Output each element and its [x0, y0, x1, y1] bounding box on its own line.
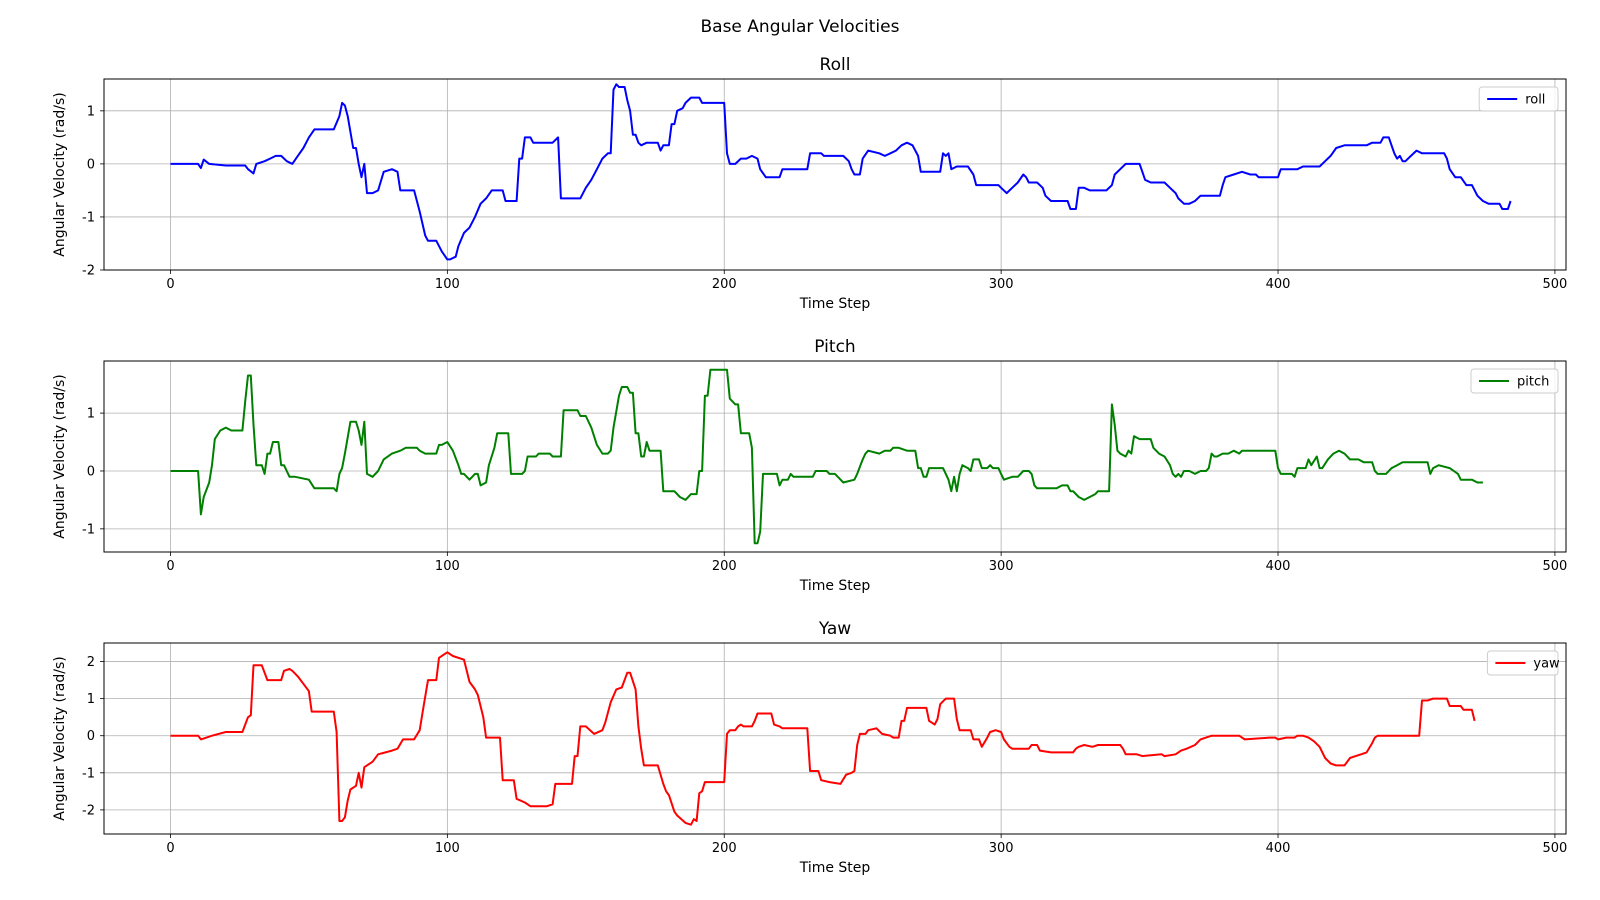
chart-2-ytick-label-3: 1 [87, 692, 95, 707]
chart-1-xtick-label-1: 100 [435, 559, 460, 574]
chart-0-xtick-label-1: 100 [435, 277, 460, 292]
chart-1-ytick-label-1: 0 [87, 464, 95, 479]
chart-1-plot-frame [103, 360, 1567, 553]
chart-0-xtick-label-0: 0 [166, 277, 174, 292]
chart-0-ytick-label-2: 0 [87, 157, 95, 172]
chart-0-xtick-label-5: 500 [1543, 277, 1568, 292]
chart-2-xtick-label-4: 400 [1266, 841, 1291, 856]
chart-2-legend-label: yaw [1533, 657, 1560, 672]
chart-1-ytick-label-2: 1 [87, 407, 95, 422]
yaw-subplot: 0 100 200 300 400 500 -2 -1 0 1 2 Yaw Time Step Angul… [52, 619, 1567, 876]
chart-0-title: Roll [820, 55, 851, 75]
chart-2-xtick-label-1: 100 [435, 841, 460, 856]
chart-0-ylabel: Angular Velocity (rad/s) [52, 92, 68, 256]
chart-1-legend-label: pitch [1517, 375, 1549, 390]
chart-2-series-yaw-line [170, 651, 1476, 826]
roll-subplot: 0 100 200 300 400 500 -2 -1 0 1 Roll Time Step Angul… [52, 55, 1567, 312]
figure-title: Base Angular Velocities [701, 17, 900, 37]
chart-1-xtick-label-3: 300 [989, 559, 1014, 574]
chart-1-xlabel: Time Step [799, 578, 871, 594]
chart-1-xtick-label-4: 400 [1266, 559, 1291, 574]
chart-2-ytick-label-2: 0 [87, 729, 95, 744]
chart-1-xtick-label-2: 200 [712, 559, 737, 574]
pitch-subplot: 0 100 200 300 400 500 -1 0 1 Pitch Time Step Angula… [52, 337, 1567, 594]
chart-2-xtick-label-0: 0 [166, 841, 174, 856]
chart-1-xtick-label-5: 500 [1543, 559, 1568, 574]
chart-2-xtick-label-2: 200 [712, 841, 737, 856]
chart-2-ylabel: Angular Velocity (rad/s) [52, 656, 68, 820]
chart-0-plot-frame [103, 78, 1567, 271]
chart-0-xtick-label-2: 200 [712, 277, 737, 292]
chart-2-xtick-label-5: 500 [1543, 841, 1568, 856]
chart-1-legend [1470, 368, 1559, 394]
chart-0-xlabel: Time Step [799, 296, 871, 312]
chart-2-ytick-label-0: -2 [82, 803, 95, 818]
chart-2-plot-frame [103, 642, 1567, 835]
chart-2-ytick-label-1: -1 [82, 766, 95, 781]
chart-0-ytick-label-0: -2 [82, 264, 95, 279]
chart-2-xtick-label-3: 300 [989, 841, 1014, 856]
chart-1-title: Pitch [814, 337, 855, 357]
chart-0-xtick-label-3: 300 [989, 277, 1014, 292]
chart-0-xtick-label-4: 400 [1266, 277, 1291, 292]
chart-0-ytick-label-3: 1 [87, 104, 95, 119]
chart-1-ylabel: Angular Velocity (rad/s) [52, 374, 68, 538]
chart-0-ytick-label-1: -1 [82, 210, 95, 225]
chart-0-legend-label: roll [1525, 93, 1545, 108]
chart-1-xtick-label-0: 0 [166, 559, 174, 574]
chart-2-xlabel: Time Step [799, 860, 871, 876]
chart-0-legend [1478, 86, 1559, 112]
chart-2-ytick-label-4: 2 [87, 655, 95, 670]
chart-1-ytick-label-0: -1 [82, 522, 95, 537]
chart-0-series-roll-line [170, 83, 1512, 261]
chart-2-title: Yaw [818, 619, 851, 639]
chart-1-series-pitch-line [170, 368, 1483, 545]
